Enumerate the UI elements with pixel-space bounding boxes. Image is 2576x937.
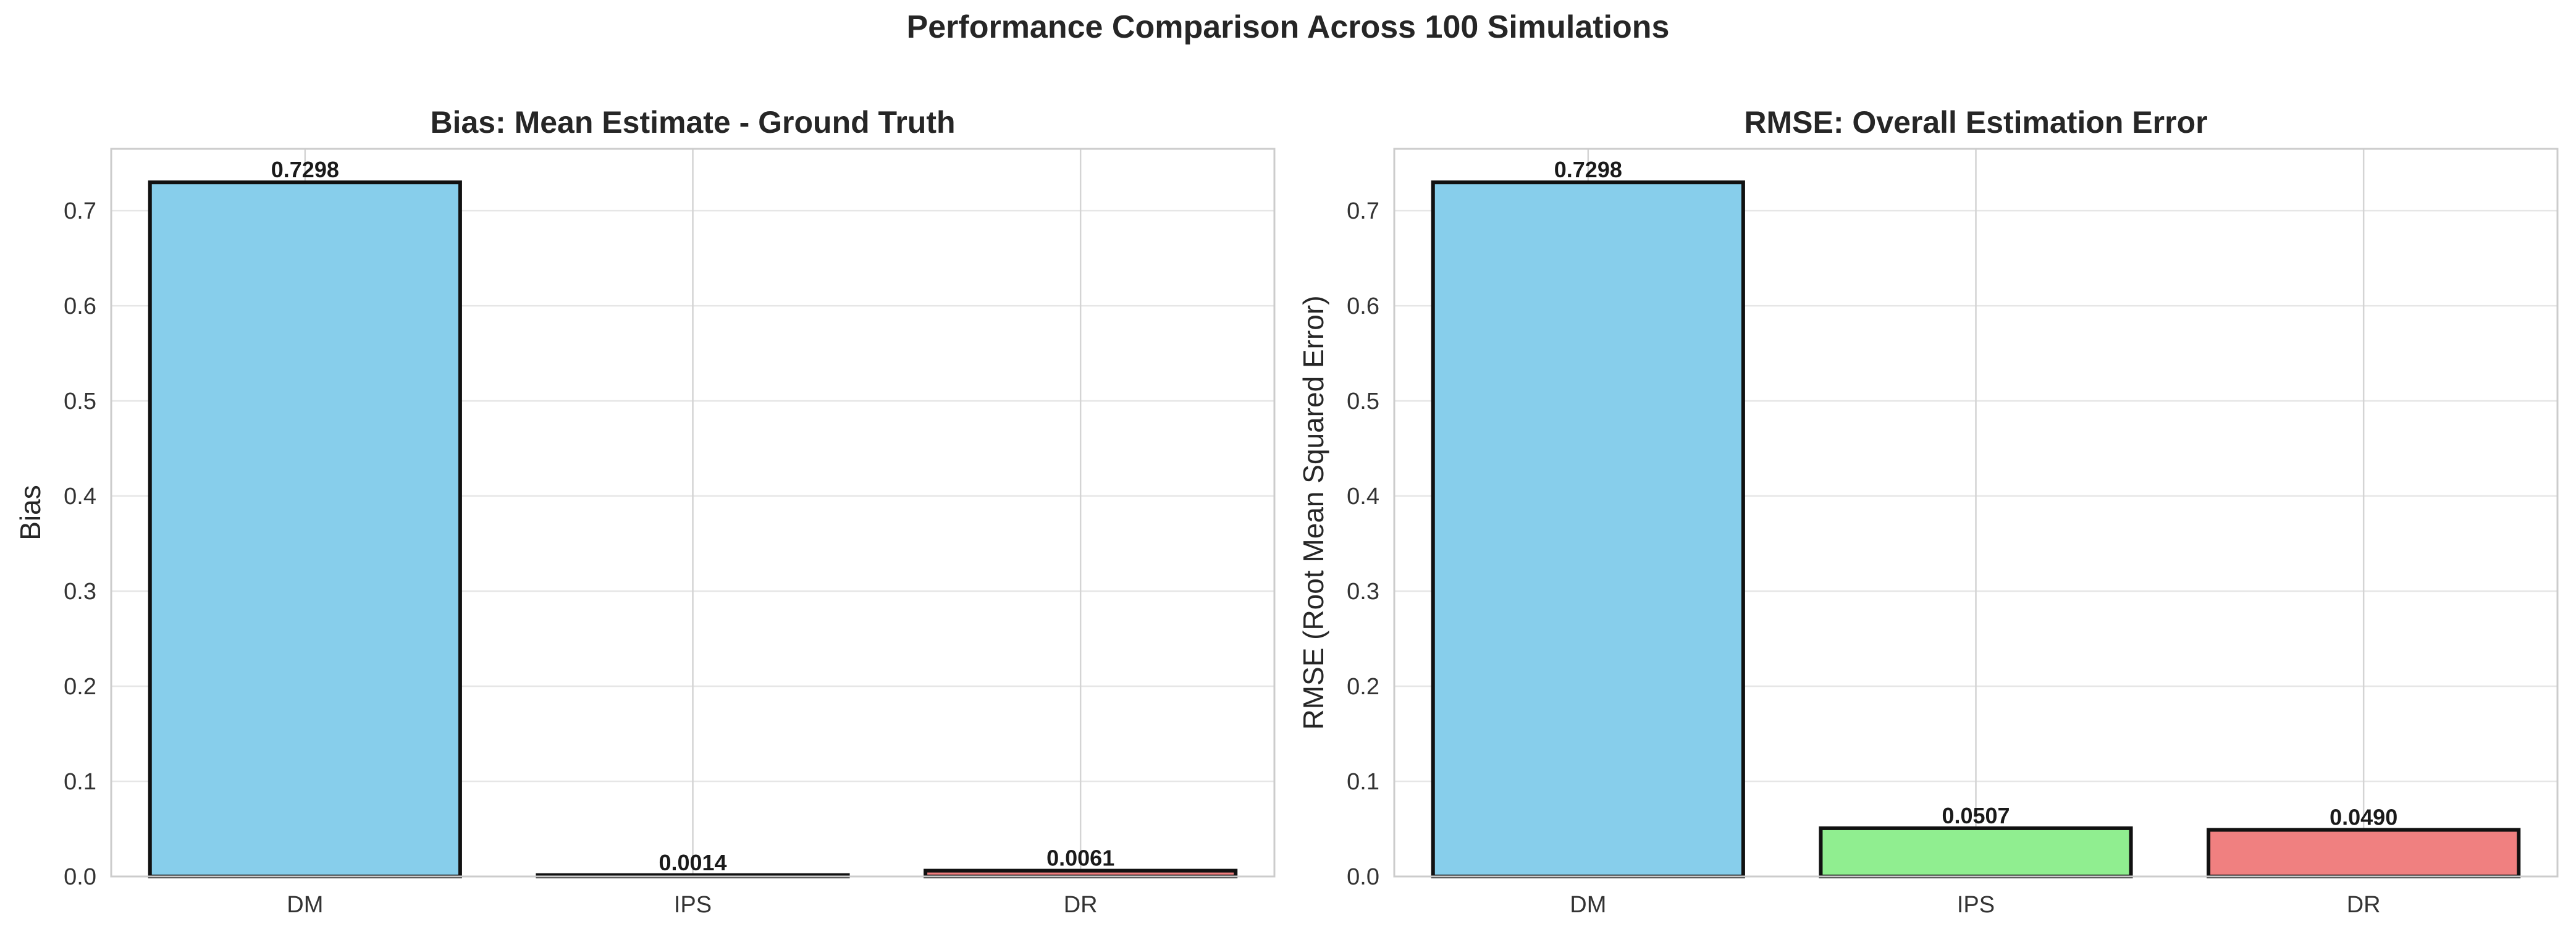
rmse-bar-dm (1431, 180, 1745, 879)
bias-ytick-label: 0.7 (64, 198, 96, 224)
bias-bar-dm (148, 180, 462, 879)
rmse-ytick-label: 0.2 (1347, 674, 1379, 700)
bias-ytick-label: 0.5 (64, 389, 96, 414)
rmse-xtick-label: DR (2347, 892, 2381, 918)
bias-ytick-label: 0.2 (64, 674, 96, 700)
bias-chart-title: Bias: Mean Estimate - Ground Truth (430, 105, 955, 140)
bias-frame (110, 148, 1276, 878)
rmse-y-axis-label: RMSE (Root Mean Squared Error) (1297, 295, 1329, 729)
bias-ytick-label: 0.6 (64, 293, 96, 319)
bias-value-label: 0.0061 (1046, 846, 1114, 871)
rmse-ytick-label: 0.0 (1347, 864, 1379, 890)
bias-y-axis-label: Bias (14, 485, 46, 540)
rmse-ytick-label: 0.6 (1347, 293, 1379, 319)
rmse-value-label: 0.0507 (1942, 803, 2010, 828)
rmse-chart-title: RMSE: Overall Estimation Error (1744, 105, 2207, 140)
bias-ytick-label: 0.4 (64, 484, 96, 510)
bias-ytick-label: 0.0 (64, 864, 96, 890)
rmse-ytick-label: 0.4 (1347, 484, 1379, 510)
bias-value-label: 0.0014 (659, 850, 726, 875)
bias-ytick-label: 0.3 (64, 579, 96, 605)
rmse-ytick-label: 0.5 (1347, 389, 1379, 414)
rmse-chart: 0.7298 0.0507 0.0490 0.0 0.1 0.2 0.3 0.4 0.5 0.6 0… (1297, 105, 2559, 918)
rmse-bar-ips (1819, 826, 2133, 878)
rmse-ytick-label: 0.3 (1347, 579, 1379, 605)
rmse-value-label: 0.0490 (2330, 805, 2397, 830)
rmse-bar-dr (2207, 828, 2521, 878)
rmse-ytick-label: 0.1 (1347, 769, 1379, 795)
rmse-frame (1393, 148, 2559, 878)
bias-xtick-label: DR (1064, 892, 1098, 918)
rmse-xtick-label: IPS (1957, 892, 1995, 918)
bias-value-label: 0.7298 (271, 157, 339, 182)
bias-chart: 0.7298 0.0014 0.0061 0.0 0.1 0.2 0.3 0.4 0.5 0.6 0… (14, 105, 1276, 918)
rmse-value-label: 0.7298 (1554, 157, 1622, 182)
bias-ytick-label: 0.1 (64, 769, 96, 795)
rmse-xtick-label: DM (1570, 892, 1606, 918)
bias-xtick-label: DM (287, 892, 323, 918)
figure-title: Performance Comparison Across 100 Simula… (906, 9, 1670, 45)
bias-xtick-label: IPS (674, 892, 712, 918)
rmse-ytick-label: 0.7 (1347, 198, 1379, 224)
